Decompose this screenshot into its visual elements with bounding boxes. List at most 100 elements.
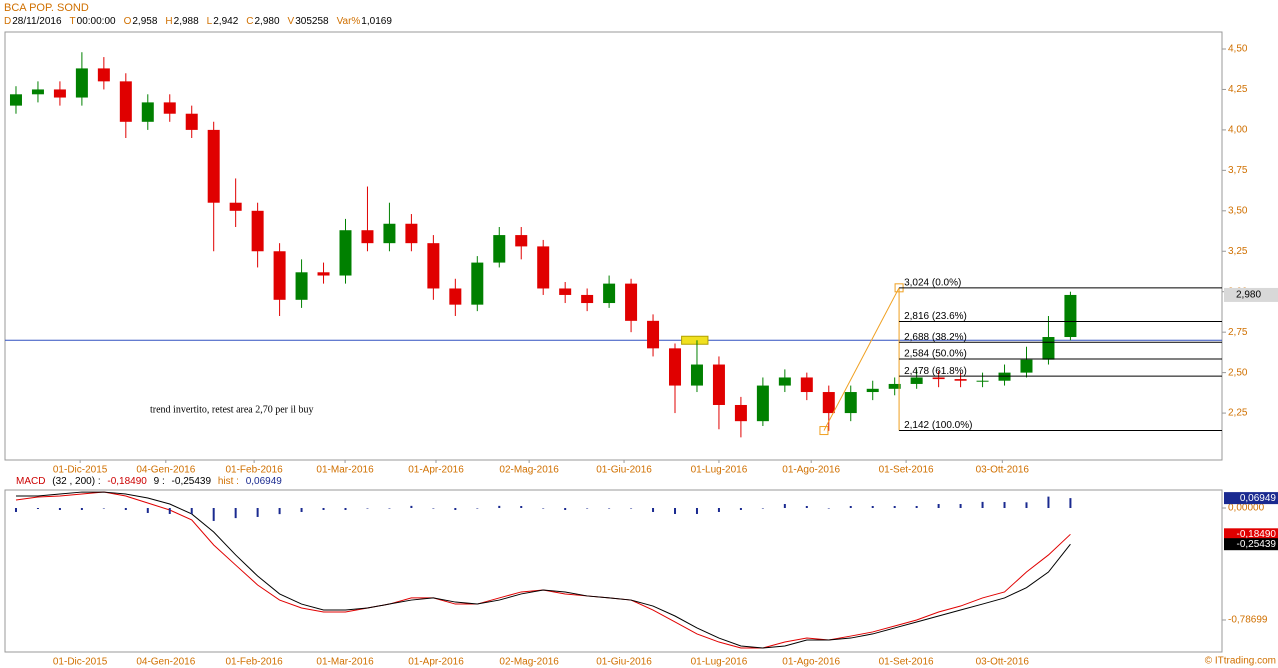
field-label: Var% (336, 16, 361, 27)
y-tick-label: 2,75 (1228, 327, 1248, 338)
macd-line (15, 491, 1071, 649)
candle-body (756, 385, 769, 422)
hist-bar (1003, 502, 1006, 508)
candle-body (53, 89, 66, 98)
hist-bar (586, 508, 589, 509)
candle-body (449, 288, 462, 305)
candle-body (866, 388, 879, 393)
hist-bar (564, 508, 567, 510)
hist-bar (783, 504, 786, 508)
value-box (1224, 528, 1278, 541)
candle-body (976, 380, 989, 382)
x-tick-label: 03-Ott-2016 (976, 465, 1030, 476)
candle-body (163, 102, 176, 114)
macd-value: -0,18490 (107, 476, 147, 487)
candle-body (31, 89, 44, 95)
y-tick-label: -0,78699 (1228, 615, 1268, 626)
hist-bar (432, 508, 435, 509)
fib-label: 3,024 (0.0%) (904, 277, 961, 288)
value-box (1224, 538, 1278, 551)
hist-bar (871, 506, 874, 508)
macd-line (15, 491, 1071, 649)
hist-bar (124, 508, 127, 510)
hist-bar (608, 508, 611, 509)
candle-body (954, 379, 967, 381)
candle-body (537, 246, 550, 289)
fib-trend (823, 287, 900, 431)
y-tick-label: 2,50 (1228, 367, 1248, 378)
hist-bar (388, 508, 391, 509)
hist-bar (981, 501, 984, 508)
candle-body (97, 68, 110, 82)
x-tick-label: 01-Set-2016 (879, 657, 934, 668)
hist-bar (168, 508, 171, 514)
hist-bar (695, 508, 698, 514)
x-tick-label: 01-Ago-2016 (782, 657, 840, 668)
hist-bar (366, 508, 369, 509)
price-frame (4, 31, 1223, 461)
value-box (1224, 492, 1278, 505)
candle-body (9, 94, 22, 106)
x-tick-label: 01-Ago-2016 (782, 465, 840, 476)
candle-body (932, 377, 945, 380)
fib-anchor (819, 426, 829, 436)
fib-label: 2,478 (61.8%) (904, 366, 967, 377)
candle-body (647, 320, 660, 349)
field-label: L (206, 16, 213, 27)
y-tick-label: 4,50 (1228, 44, 1248, 55)
hist-bar (849, 506, 852, 508)
y-tick-label: 4,00 (1228, 125, 1248, 136)
x-tick-label: 01-Apr-2016 (408, 465, 464, 476)
x-tick-label: 01-Dic-2015 (53, 657, 108, 668)
hist-bar (300, 508, 303, 512)
candle-body (405, 223, 418, 244)
candle-body (119, 81, 132, 122)
hist-bar (959, 504, 962, 508)
candle-body (317, 272, 330, 276)
field-label: V (287, 16, 295, 27)
last-price-box (1224, 287, 1278, 302)
hist-bar (476, 508, 479, 509)
field-value: 2,980 (254, 16, 280, 27)
candle-body (427, 243, 440, 289)
macd-header: MACD (32 , 200) : -0,18490 9 : -0,25439 … (16, 476, 286, 487)
hist-bar (58, 508, 61, 510)
y-tick-label: 3,50 (1228, 205, 1248, 216)
candle-body (295, 272, 308, 300)
y-tick-label: 0,00000 (1228, 503, 1265, 514)
field-label: O (123, 16, 132, 27)
candle-body (712, 364, 725, 405)
hist-bar (652, 508, 655, 512)
signal-value: -0,25439 (171, 476, 212, 487)
candle-body (734, 404, 747, 422)
hist-bar (915, 506, 918, 508)
x-tick-label: 01-Set-2016 (879, 465, 934, 476)
hist-bar (454, 508, 457, 510)
y-tick-label: 4,25 (1228, 84, 1248, 95)
hist-bar (1069, 498, 1072, 508)
hist-bar (739, 508, 742, 510)
x-tick-label: 01-Lug-2016 (691, 657, 748, 668)
candle-body (229, 202, 242, 211)
x-tick-label: 01-Mar-2016 (316, 657, 374, 668)
fib-label: 2,816 (23.6%) (904, 311, 967, 322)
field-value: 28/11/2016 (12, 16, 62, 27)
hist-label: hist : (217, 476, 239, 487)
candle-body (581, 294, 594, 304)
last-price-label: 2,980 (1236, 290, 1261, 301)
value-box-label: 0,06949 (1240, 493, 1277, 504)
hist-bar (805, 506, 808, 508)
candle-body (910, 377, 923, 384)
y-tick-label: 2,25 (1228, 408, 1248, 419)
hist-bar (937, 504, 940, 508)
footer: © ITtrading.com (1205, 656, 1276, 667)
macd-name: MACD (16, 476, 46, 487)
hist-bar (256, 508, 259, 517)
field-value: 2,942 (213, 16, 239, 27)
hist-bar (717, 508, 720, 512)
candle-body (669, 348, 682, 386)
hist-bar (234, 508, 237, 519)
hist-bar (278, 508, 281, 515)
hist-bar (542, 508, 545, 509)
candle-body (207, 129, 220, 203)
